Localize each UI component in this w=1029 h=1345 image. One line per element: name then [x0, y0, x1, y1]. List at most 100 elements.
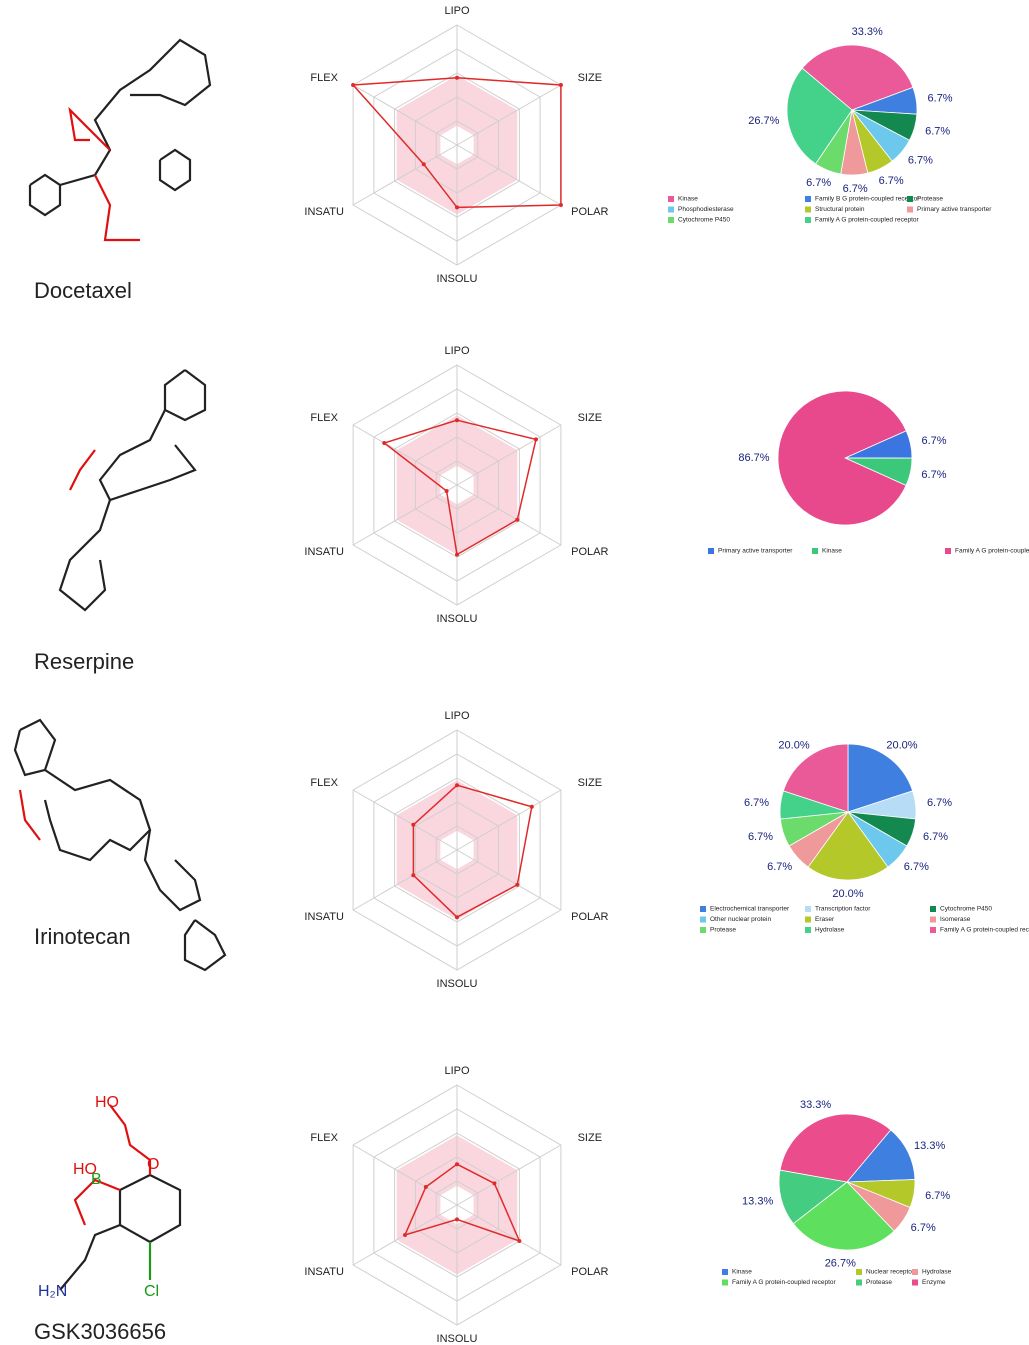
spoke: [456, 849, 562, 911]
legend-label: Protease: [866, 1279, 892, 1286]
axis-label: INSOLU: [437, 1333, 478, 1345]
legend-swatch: [708, 548, 714, 554]
legend-swatch: [700, 906, 706, 912]
axis-label: POLAR: [571, 546, 608, 558]
axis-label: INSATU: [304, 206, 344, 218]
optimal-band: [396, 1135, 518, 1275]
axis-label: POLAR: [571, 911, 608, 923]
radar-point: [455, 915, 459, 920]
pie-slice: [801, 44, 914, 111]
slice-label: 6.7%: [925, 125, 950, 137]
axis-label: INSOLU: [437, 273, 478, 285]
compound-name: Irinotecan: [34, 924, 131, 949]
optimal-band: [396, 415, 518, 555]
axis-label: SIZE: [578, 412, 602, 424]
radar-point: [533, 437, 538, 442]
legend-swatch: [805, 916, 811, 923]
spoke: [352, 484, 458, 546]
pie-slice: [847, 743, 914, 813]
radar-point: [529, 804, 534, 809]
legend-swatch: [912, 1269, 918, 1275]
legend-swatch: [907, 206, 913, 213]
axis-label: INSATU: [304, 1266, 344, 1278]
slice-label: 6.7%: [921, 435, 946, 447]
slice-label: 33.3%: [852, 26, 883, 38]
slice-label: 6.7%: [927, 797, 952, 809]
legend-swatch: [700, 927, 706, 933]
axis-label: INSOLU: [437, 613, 478, 625]
legend-label: Enzyme: [922, 1279, 946, 1286]
axis-label: FLEX: [310, 72, 338, 84]
legend-swatch: [668, 206, 674, 213]
spoke: [456, 424, 562, 486]
radar-point: [455, 75, 459, 80]
legend-swatch: [856, 1279, 862, 1286]
axis-label: LIPO: [444, 345, 470, 357]
atom-label: HO: [95, 1094, 119, 1111]
atom-label: B: [91, 1171, 102, 1188]
atom-label: Cl: [144, 1283, 159, 1300]
slice-label: 6.7%: [748, 831, 773, 843]
legend-swatch: [907, 196, 913, 202]
spoke: [456, 84, 562, 146]
radar-point: [444, 489, 449, 493]
molecule-docetaxel: [28, 38, 212, 242]
axis-label: LIPO: [444, 5, 470, 17]
spoke: [352, 849, 458, 911]
pie-slice: [786, 67, 853, 165]
spoke: [456, 484, 562, 546]
radar-point: [421, 162, 426, 167]
slice-label: 6.7%: [911, 1222, 936, 1234]
slice-label: 86.7%: [738, 452, 769, 464]
spoke: [456, 789, 562, 851]
legend-label: Transcription factor: [815, 906, 871, 913]
axis-label: POLAR: [571, 1266, 608, 1278]
slice-label: 26.7%: [825, 1258, 856, 1270]
radar-point: [455, 205, 459, 210]
legend-swatch: [805, 206, 811, 213]
legend-swatch: [805, 196, 811, 202]
legend-swatch: [668, 196, 674, 202]
slice-label: 13.3%: [914, 1140, 945, 1152]
axis-label: LIPO: [444, 1065, 470, 1077]
legend-label: Kinase: [732, 1269, 752, 1276]
legend-label: Cytochrome P450: [678, 217, 730, 224]
slice-label: 20.0%: [832, 888, 863, 900]
slice-label: 6.7%: [879, 175, 904, 187]
legend-label: Other nuclear protein: [710, 916, 771, 923]
legend-label: Family A G protein-coupled receptor: [940, 927, 1029, 934]
slice-label: 6.7%: [744, 797, 769, 809]
legend-label: Family A G protein-coupled receptor: [955, 548, 1029, 555]
legend-swatch: [805, 927, 811, 933]
legend-label: Kinase: [822, 548, 842, 555]
legend-label: Family A G protein-coupled receptor: [732, 1279, 837, 1286]
radar-point: [455, 783, 459, 788]
pie-slice: [846, 1129, 916, 1183]
legend-swatch: [700, 916, 706, 923]
legend-label: Isomerase: [940, 916, 971, 923]
spoke: [352, 424, 458, 486]
legend-label: Family B G protein-coupled receptor: [815, 196, 920, 203]
optimal-band: [396, 780, 518, 920]
legend-swatch: [722, 1269, 728, 1275]
radar-point: [455, 1162, 459, 1167]
radar-point: [382, 441, 387, 445]
slice-label: 33.3%: [800, 1099, 831, 1111]
slice-label: 20.0%: [778, 740, 809, 752]
axis-label: FLEX: [310, 1132, 338, 1144]
legend-swatch: [945, 548, 951, 554]
pie-slice: [777, 390, 907, 526]
slice-label: 6.7%: [908, 154, 933, 166]
legend-label: Hydrolase: [815, 927, 845, 934]
spoke: [352, 84, 458, 146]
spoke: [352, 144, 458, 206]
radar-point: [515, 517, 520, 522]
compound-name: GSK3036656: [34, 1319, 166, 1344]
atom-label: O: [147, 1156, 159, 1173]
axis-label: INSOLU: [437, 978, 478, 990]
spoke: [456, 1144, 562, 1206]
slice-label: 26.7%: [748, 115, 779, 127]
legend-label: Family A G protein-coupled receptor: [815, 217, 920, 224]
legend-swatch: [856, 1269, 862, 1275]
